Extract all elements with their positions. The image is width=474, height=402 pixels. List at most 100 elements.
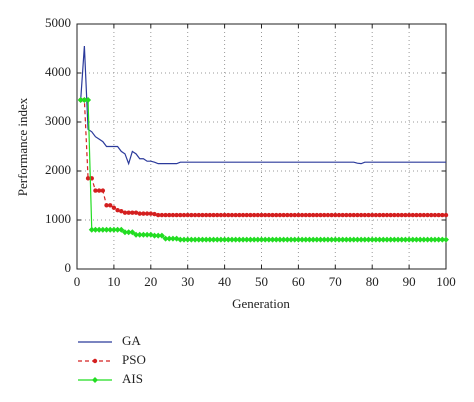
- data-point: [232, 236, 239, 243]
- y-tick-label: 2000: [45, 162, 71, 177]
- data-point: [276, 236, 283, 243]
- data-point: [376, 236, 383, 243]
- data-point: [273, 236, 280, 243]
- data-point: [196, 212, 201, 218]
- data-point: [258, 236, 265, 243]
- data-point: [292, 212, 297, 218]
- data-point: [144, 231, 151, 238]
- data-point: [167, 212, 172, 218]
- series-line: [80, 99, 446, 241]
- data-point: [392, 212, 397, 218]
- data-point: [181, 212, 187, 218]
- data-point: [199, 236, 206, 243]
- data-point: [414, 212, 419, 218]
- data-point: [384, 212, 390, 218]
- data-point: [388, 212, 393, 218]
- data-point: [429, 212, 434, 218]
- data-point: [237, 212, 242, 218]
- data-point: [222, 212, 227, 218]
- x-tick-label: 80: [366, 274, 379, 289]
- data-point: [221, 236, 228, 243]
- data-point: [303, 212, 308, 218]
- data-point: [189, 212, 194, 218]
- data-point: [155, 232, 162, 239]
- data-point: [403, 212, 408, 218]
- data-point: [435, 236, 442, 243]
- data-point: [310, 236, 317, 243]
- data-point: [210, 236, 217, 243]
- legend-label: AIS: [122, 371, 143, 386]
- data-point: [299, 236, 306, 243]
- y-tick-label: 3000: [45, 113, 71, 128]
- data-point: [370, 212, 375, 218]
- data-point: [133, 210, 139, 215]
- data-point: [88, 226, 95, 233]
- data-point: [192, 236, 199, 243]
- data-point: [406, 236, 413, 243]
- data-point: [265, 236, 272, 243]
- data-point: [410, 212, 415, 218]
- data-point: [391, 236, 398, 243]
- data-point: [402, 236, 409, 243]
- data-point: [443, 236, 449, 243]
- data-point: [215, 212, 220, 218]
- legend-marker: [92, 358, 98, 364]
- data-point: [152, 211, 157, 217]
- data-point: [395, 212, 401, 218]
- data-point: [207, 212, 213, 218]
- data-point: [85, 176, 91, 181]
- data-point: [174, 212, 179, 218]
- data-point: [277, 212, 283, 218]
- data-point: [291, 236, 298, 243]
- data-point: [217, 236, 224, 243]
- data-point: [299, 212, 305, 218]
- data-point: [372, 236, 379, 243]
- data-point: [380, 236, 387, 243]
- x-axis-label: Generation: [232, 296, 290, 311]
- data-point: [440, 212, 445, 218]
- data-point: [77, 96, 84, 103]
- data-point: [251, 236, 258, 243]
- data-point: [244, 212, 249, 218]
- data-point: [325, 212, 331, 218]
- data-point: [262, 236, 269, 243]
- data-point: [211, 212, 216, 218]
- data-point: [377, 212, 382, 218]
- data-point: [229, 212, 235, 218]
- data-point: [126, 210, 131, 215]
- data-point: [262, 212, 268, 218]
- data-point: [306, 236, 313, 243]
- y-tick-label: 0: [65, 260, 72, 275]
- legend-label: GA: [122, 333, 141, 348]
- data-point: [247, 236, 254, 243]
- data-point: [280, 236, 287, 243]
- data-point: [195, 236, 202, 243]
- data-point: [118, 226, 125, 233]
- data-point: [254, 236, 261, 243]
- data-point: [178, 212, 183, 218]
- data-point: [206, 236, 213, 243]
- data-point: [288, 212, 294, 218]
- data-point: [114, 226, 121, 233]
- data-point: [295, 236, 302, 243]
- data-point: [285, 212, 290, 218]
- data-point: [188, 236, 195, 243]
- x-tick-label: 30: [181, 274, 194, 289]
- data-point: [288, 236, 295, 243]
- legend-label: PSO: [122, 352, 146, 367]
- data-point: [200, 212, 205, 218]
- data-point: [284, 236, 291, 243]
- x-tick-label: 60: [292, 274, 305, 289]
- data-point: [270, 212, 275, 218]
- x-tick-label: 100: [436, 274, 456, 289]
- data-point: [428, 236, 435, 243]
- data-point: [225, 236, 232, 243]
- data-point: [111, 205, 117, 210]
- data-point: [332, 236, 339, 243]
- data-point: [354, 236, 361, 243]
- data-point: [383, 236, 390, 243]
- data-point: [177, 236, 184, 243]
- data-point: [313, 236, 320, 243]
- data-point: [281, 212, 286, 218]
